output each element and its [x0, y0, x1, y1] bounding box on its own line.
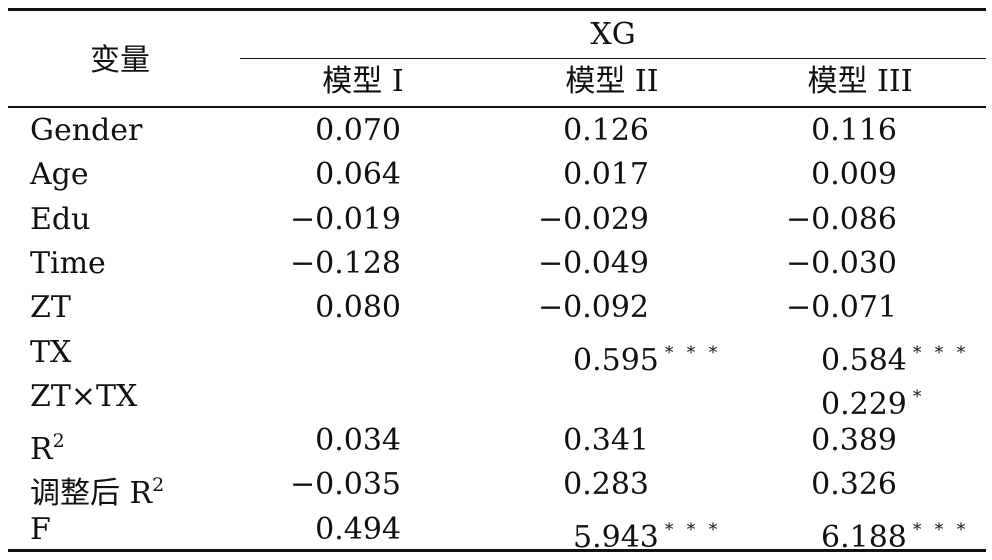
row-label: ZT×TX [30, 378, 138, 414]
table-cell: −0.030 [785, 245, 897, 281]
table-cell: 0.341 [563, 423, 649, 459]
table-cell: −0.029 [537, 201, 649, 237]
row-label: Time [30, 245, 106, 281]
table-cell: 0.009 [811, 157, 897, 193]
column-header-model-2: 模型 II [565, 64, 659, 99]
table-cell: 0.126 [563, 113, 649, 148]
table-cell: 0.326 [811, 467, 897, 503]
table-cell: 0.064 [315, 157, 401, 193]
table-cell: −0.035 [289, 467, 401, 503]
significance-stars: * * * [912, 342, 970, 363]
row-label: 调整后 R2 [30, 474, 165, 512]
column-header-model-1: 模型 I [322, 64, 404, 99]
column-header-model-3: 模型 III [807, 64, 913, 99]
header-rule [8, 106, 986, 108]
group-header: XG [590, 17, 636, 52]
row-label: TX [30, 334, 72, 370]
table-cell: −0.019 [289, 201, 401, 237]
significance-stars: * * * [664, 342, 722, 363]
table-cell: 0.283 [563, 467, 649, 503]
table-cell: 0.070 [315, 113, 401, 148]
bottom-rule [8, 549, 986, 552]
table-cell: 0.389 [811, 423, 897, 459]
table-cell: 0.494 [315, 511, 401, 547]
row-label: R2 [30, 430, 65, 468]
table-cell: 0.080 [315, 290, 401, 326]
stub-header: 变量 [90, 43, 150, 78]
significance-stars: * * * [912, 519, 970, 540]
row-label: Gender [30, 113, 143, 148]
group-rule [240, 58, 986, 59]
table-cell: −0.128 [289, 245, 401, 281]
table-cell: 6.188 * * * [821, 519, 970, 555]
table-cell: 0.017 [563, 157, 649, 193]
significance-stars: * [912, 386, 926, 407]
row-label: Age [30, 157, 89, 193]
table-cell: −0.049 [537, 245, 649, 281]
table-cell: 0.116 [811, 113, 897, 148]
table-cell: −0.086 [785, 201, 897, 237]
table-cell: 0.229 * [821, 386, 926, 422]
table-cell: 0.584 * * * [821, 342, 970, 378]
table-cell: −0.092 [537, 290, 649, 326]
significance-stars: * * * [664, 519, 722, 540]
row-label: F [30, 511, 51, 547]
row-label: ZT [30, 290, 71, 326]
table-cell: −0.071 [785, 290, 897, 326]
table-cell: 5.943 * * * [573, 519, 722, 555]
table-cell: 0.034 [315, 423, 401, 459]
table-cell: 0.595 * * * [573, 342, 722, 378]
row-label: Edu [30, 201, 91, 237]
top-rule [8, 8, 986, 11]
